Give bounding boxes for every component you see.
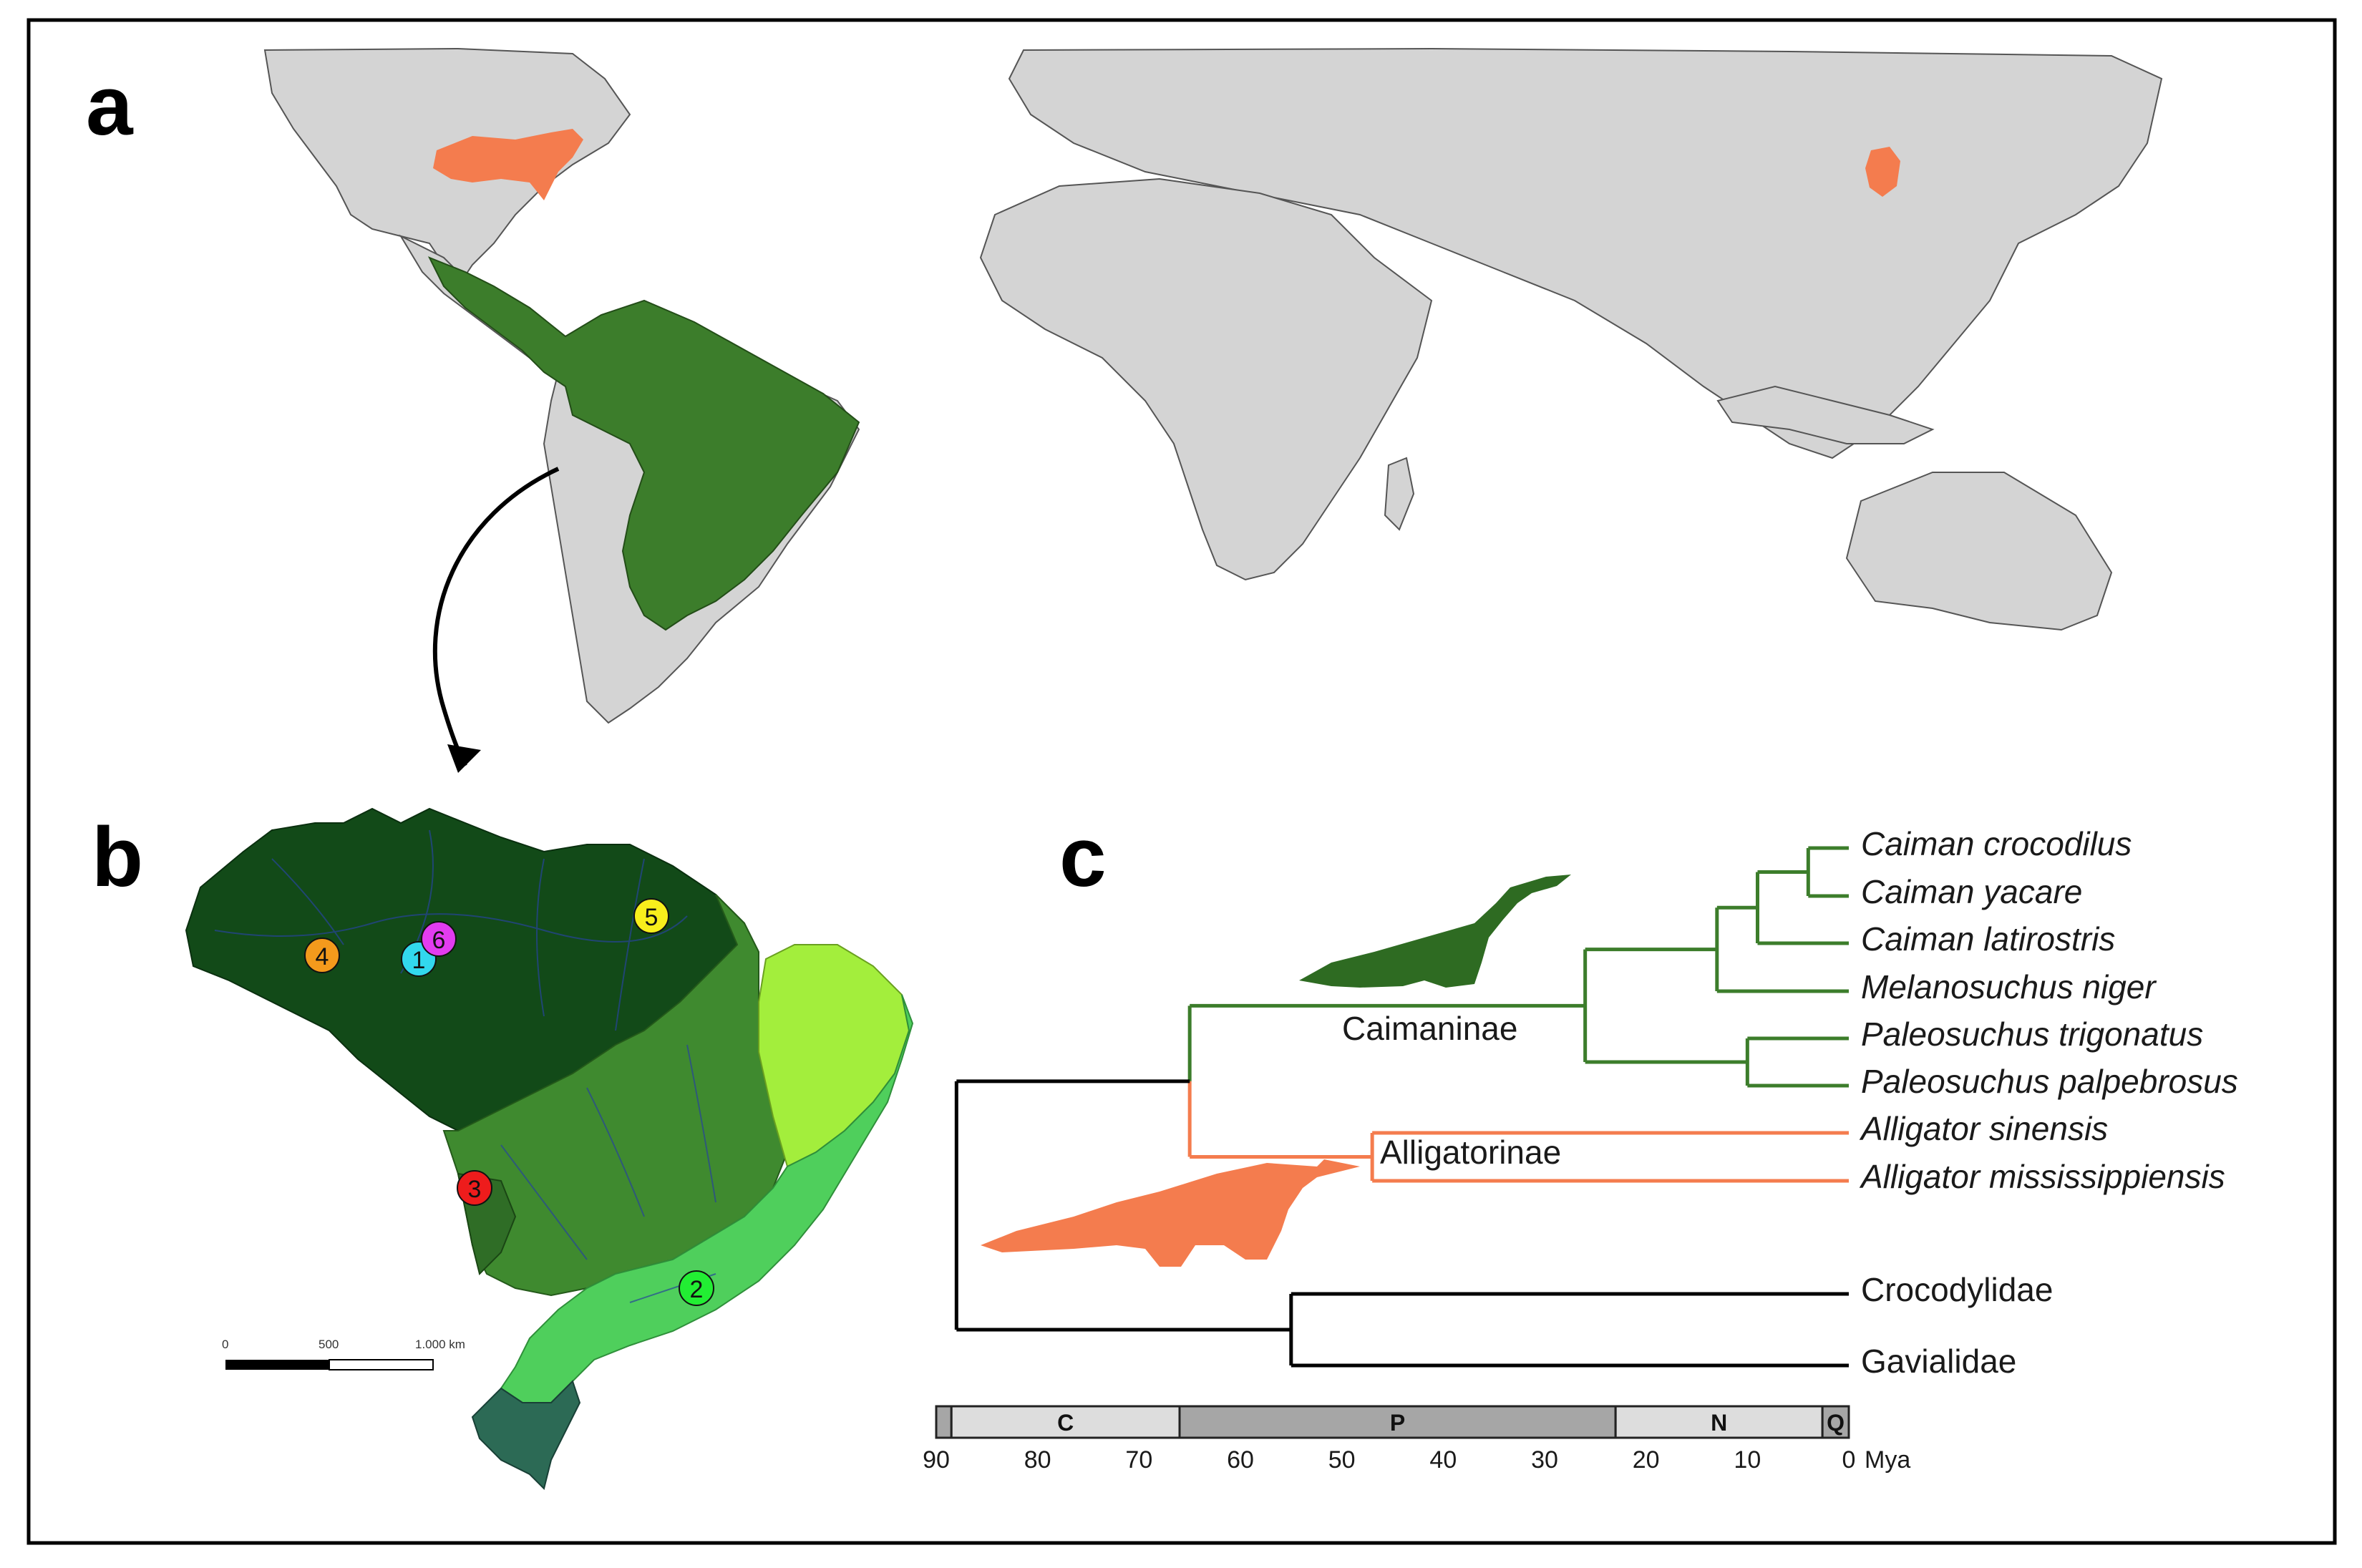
timescale-period-label: Q <box>1827 1410 1845 1436</box>
site-6-label: 6 <box>432 927 446 954</box>
caimaninae-range <box>427 256 860 631</box>
timescale-period-label: C <box>1057 1410 1074 1436</box>
species-label: Caiman crocodilus <box>1861 825 2132 862</box>
timescale-tick-label: 40 <box>1429 1446 1457 1474</box>
scale-bar: 0 500 1.000 km <box>222 1338 465 1370</box>
species-label: Caiman yacare <box>1861 873 2082 910</box>
family-label: Gavialidae <box>1861 1343 2016 1380</box>
site-5-label: 5 <box>645 904 658 931</box>
timescale-unit-label: Mya <box>1865 1446 1910 1474</box>
figure-frame <box>26 18 2337 1545</box>
site-5-circle <box>633 898 669 934</box>
china-alligator-range <box>1865 147 1900 197</box>
species-label: Alligator mississippiensis <box>1859 1158 2225 1195</box>
timescale-period <box>950 1405 1181 1439</box>
southeast-asia-islands <box>1716 385 1935 444</box>
site-2-circle <box>679 1270 714 1306</box>
zoom-arrow <box>432 467 560 767</box>
site-3-label: 3 <box>468 1176 482 1203</box>
timescale-tick-label: 50 <box>1328 1446 1356 1474</box>
panel-label-b: b <box>92 810 143 905</box>
timescale-period <box>1821 1405 1850 1439</box>
site-marker-4: 4 <box>304 938 340 973</box>
geologic-timescale: C P N Q 90 80 70 60 50 40 30 20 10 0 Mya <box>923 1405 1910 1474</box>
site-4-circle <box>304 938 340 973</box>
species-label: Melanosuchus niger <box>1861 968 2157 1005</box>
timescale-period-label: N <box>1711 1410 1727 1436</box>
africa <box>979 177 1433 581</box>
species-label: Paleosuchus palpebrosus <box>1861 1063 2238 1100</box>
family-label: Crocodylidae <box>1861 1271 2053 1308</box>
pampa-biome <box>471 1380 581 1490</box>
species-label: Alligator sinensis <box>1859 1110 2108 1147</box>
timescale-tick-label: 70 <box>1125 1446 1152 1474</box>
species-label: Paleosuchus trigonatus <box>1861 1016 2203 1053</box>
brazil-map: 1 2 3 4 5 6 0 500 1.000 km <box>185 807 914 1490</box>
timescale-period-label: P <box>1390 1410 1405 1436</box>
timescale-tick-label: 10 <box>1734 1446 1761 1474</box>
timescale-tick-label: 30 <box>1531 1446 1558 1474</box>
site-marker-6: 6 <box>421 921 457 957</box>
madagascar <box>1384 457 1415 531</box>
site-4-label: 4 <box>316 943 329 970</box>
phylogeny-tree <box>954 846 1849 1368</box>
caatinga-biome <box>758 944 910 1168</box>
species-label: Caiman latirostris <box>1861 920 2115 958</box>
site-marker-1: 1 <box>401 941 437 977</box>
world-map <box>263 47 2163 773</box>
caiman-silhouette-icon <box>1299 875 1571 988</box>
river-network <box>214 829 716 1303</box>
scale-bar-white <box>329 1359 434 1370</box>
alligator-silhouette-icon <box>981 1159 1360 1267</box>
us-alligator-range <box>433 129 583 200</box>
timescale-tick-label: 20 <box>1633 1446 1660 1474</box>
site-marker-2: 2 <box>679 1270 714 1306</box>
site-6-circle <box>421 921 457 957</box>
site-marker-5: 5 <box>633 898 669 934</box>
timescale-tick-label: 60 <box>1227 1446 1254 1474</box>
caimaninae-label: Caimaninae <box>1342 1010 1517 1047</box>
scale-label-1000: 1.000 km <box>415 1338 465 1351</box>
atlantic-forest-biome <box>500 994 914 1403</box>
panel-label-a: a <box>86 59 134 153</box>
timescale-period <box>935 1405 953 1439</box>
site-3-circle <box>457 1170 492 1206</box>
scale-label-500: 500 <box>319 1338 339 1351</box>
site-1-label: 1 <box>412 947 426 974</box>
arrow-head-icon <box>447 744 481 773</box>
alligatorinae-label: Alligatorinae <box>1380 1134 1561 1171</box>
timescale-period <box>1614 1405 1824 1439</box>
panel-label-c: c <box>1059 810 1107 905</box>
site-marker-3: 3 <box>457 1170 492 1206</box>
site-2-label: 2 <box>690 1276 704 1303</box>
scale-label-0: 0 <box>222 1338 228 1351</box>
australia <box>1845 472 2113 631</box>
timescale-tick-label: 80 <box>1024 1446 1051 1474</box>
timescale-tick-label: 90 <box>923 1446 950 1474</box>
scale-bar-black <box>225 1360 329 1370</box>
timescale-tick-label: 0 <box>1842 1446 1856 1474</box>
